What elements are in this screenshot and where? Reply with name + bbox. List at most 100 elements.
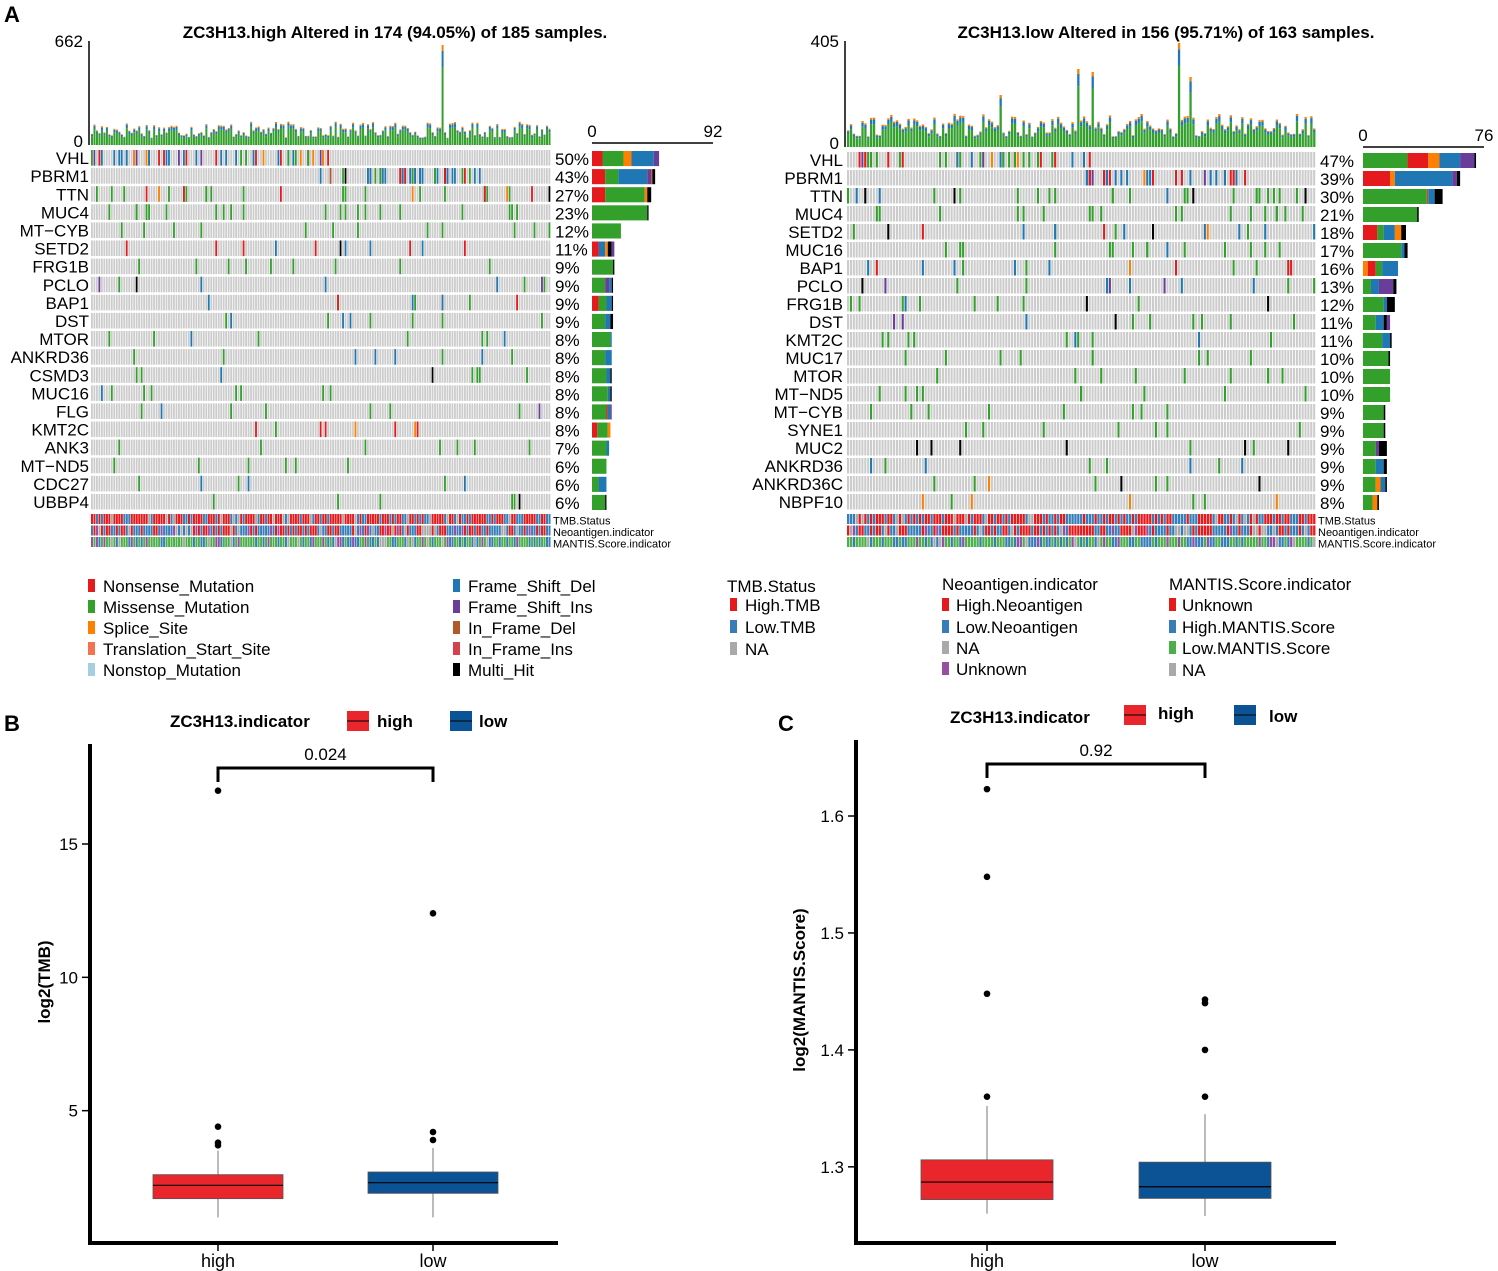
oncoplot-cell	[155, 150, 158, 166]
oncoplot-cell	[451, 204, 454, 220]
oncoplot-cell	[247, 294, 250, 311]
oncoplot-cell	[270, 222, 272, 238]
oncoplot-cell	[133, 403, 136, 419]
tmb-bar-segment	[307, 136, 310, 138]
oncoplot-cell	[379, 403, 382, 419]
oncoplot-cell	[389, 222, 392, 238]
oncoplot-cell	[287, 493, 290, 510]
oncoplot-cell	[421, 222, 424, 238]
oncoplot-cell	[369, 493, 372, 510]
oncoplot-cell	[145, 421, 148, 438]
oncoplot-cell	[322, 403, 325, 419]
oncoplot-cell	[476, 240, 479, 257]
oncoplot-cell	[282, 493, 285, 510]
oncoplot-cell	[389, 150, 392, 166]
oncoplot-cell	[439, 168, 441, 184]
oncoplot-cell	[471, 439, 474, 456]
annotation-cell	[294, 525, 297, 536]
oncoplot-cell	[304, 312, 307, 329]
oncoplot-cell	[257, 168, 260, 184]
oncoplot-cell	[548, 385, 551, 401]
oncoplot-cell	[294, 421, 297, 438]
tmb-bar-segment	[265, 136, 268, 145]
oncoplot-cell	[145, 331, 148, 347]
mutation-cell-missense_mutation	[439, 439, 441, 456]
oncoplot-cell	[138, 385, 141, 401]
oncoplot-cell	[362, 276, 364, 293]
oncoplot-cell	[275, 186, 277, 202]
oncoplot-cell	[230, 240, 233, 257]
annotation-cell	[421, 525, 424, 536]
oncoplot-cell	[150, 294, 153, 311]
annotation-cell	[337, 514, 340, 524]
oncoplot-cell	[324, 331, 327, 347]
oncoplot-cell	[100, 168, 103, 184]
oncoplot-cell	[232, 475, 235, 492]
oncoplot-cell	[501, 204, 504, 220]
oncoplot-cell	[240, 457, 242, 474]
oncoplot-cell	[317, 385, 320, 401]
mutation-cell-missense_mutation	[135, 204, 138, 220]
oncoplot-cell	[454, 367, 456, 383]
oncoplot-cell	[521, 240, 523, 257]
oncoplot-cell	[222, 331, 225, 347]
oncoplot-cell	[518, 331, 521, 347]
oncoplot-cell	[245, 475, 247, 492]
oncoplot-cell	[289, 312, 292, 329]
oncoplot-cell	[396, 222, 399, 238]
oncoplot-cell	[451, 403, 454, 419]
tmb-bar-segment	[100, 126, 103, 128]
oncoplot-cell	[513, 276, 516, 293]
oncoplot-cell	[374, 294, 377, 311]
oncoplot-cell	[347, 331, 349, 347]
oncoplot-cell	[155, 457, 158, 474]
mutation-cell-missense_mutation	[270, 258, 272, 275]
oncoplot-cell	[240, 276, 242, 293]
oncoplot-cell	[337, 331, 339, 347]
oncoplot-cell	[379, 439, 382, 456]
annotation-cell	[279, 514, 282, 524]
oncoplot-cell	[314, 403, 317, 419]
mutation-cell-nonsense_mutation	[163, 150, 165, 166]
gene-label: UBBP4	[33, 493, 89, 512]
oncoplot-cell	[113, 168, 116, 184]
oncoplot-cell	[260, 150, 262, 166]
oncoplot-cell	[247, 168, 250, 184]
oncoplot-cell	[434, 475, 436, 492]
oncoplot-cell	[396, 168, 399, 184]
oncoplot-cell	[292, 294, 295, 311]
tmb-bar-segment	[424, 137, 427, 139]
annotation-cell	[344, 525, 347, 536]
oncoplot-cell	[187, 258, 190, 275]
annotation-cell	[446, 525, 449, 536]
oncoplot-cell	[128, 240, 131, 257]
tmb-bar-segment	[396, 134, 399, 137]
oncoplot-cell	[322, 475, 325, 492]
oncoplot-cell	[456, 276, 459, 293]
oncoplot-cell	[449, 493, 451, 510]
mutation-cell-missense_mutation	[344, 204, 347, 220]
oncoplot-cell	[416, 204, 419, 220]
oncoplot-cell	[332, 168, 334, 184]
oncoplot-cell	[483, 240, 486, 257]
oncoplot-cell	[518, 258, 521, 275]
oncoplot-high-title: ZC3H13.high Altered in 174 (94.05%) of 1…	[183, 23, 608, 42]
oncoplot-cell	[272, 475, 275, 492]
oncoplot-cell	[424, 186, 426, 202]
mutation-cell-nonsense_mutation	[337, 294, 339, 311]
oncoplot-cell	[339, 312, 342, 329]
oncoplot-cell	[207, 421, 210, 438]
oncoplot-cell	[158, 385, 160, 401]
oncoplot-cell	[140, 385, 143, 401]
tmb-bar-segment	[536, 125, 539, 127]
oncoplot-cell	[257, 349, 260, 365]
oncoplot-cell	[521, 186, 523, 202]
oncoplot-cell	[314, 475, 317, 492]
oncoplot-cell	[381, 240, 384, 257]
annotation-cell	[431, 514, 434, 524]
oncoplot-cell	[538, 204, 541, 220]
oncoplot-cell	[332, 204, 334, 220]
oncoplot-cell	[279, 349, 282, 365]
oncoplot-cell	[471, 204, 474, 220]
annotation-cell	[342, 525, 345, 536]
